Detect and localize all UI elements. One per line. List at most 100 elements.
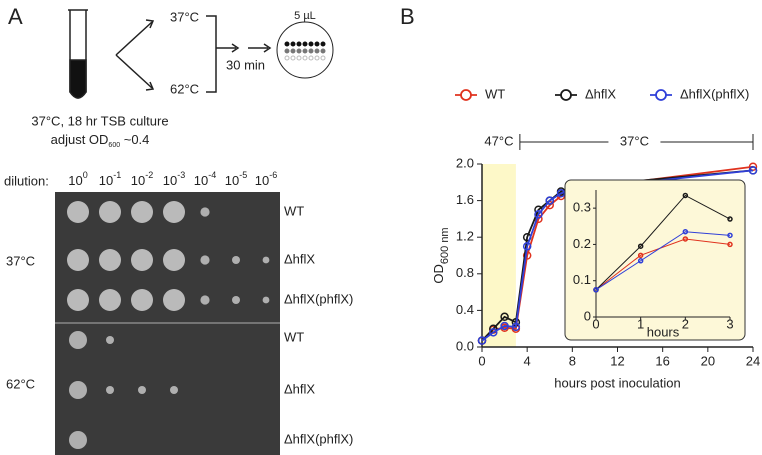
dilution-base: 10: [131, 173, 145, 188]
dilution-tick: 10-1: [99, 170, 121, 188]
legend-marker: [655, 89, 667, 101]
legend-marker: [460, 89, 472, 101]
y-tick-label: 0.8: [456, 265, 474, 280]
colony-spot: [232, 296, 240, 304]
colony-spot: [67, 249, 89, 271]
colony-spot: [69, 381, 87, 399]
od-note-sub: 600: [108, 142, 120, 149]
colonies: [67, 201, 270, 449]
data-point: [637, 258, 644, 264]
data-point: [489, 328, 498, 337]
plate-circle: [276, 21, 334, 79]
colony-spot: [200, 255, 210, 265]
shaded-region: [482, 164, 516, 347]
colony-spot: [69, 331, 87, 349]
dilution-exp: -6: [269, 170, 277, 180]
series-line: [595, 238, 731, 291]
strain-label: ΔhflX: [284, 381, 315, 396]
mini-spot: [290, 41, 296, 47]
mini-spot: [314, 41, 320, 47]
x-tick-label: 16: [655, 353, 669, 368]
annotation-bg: [608, 132, 661, 152]
mini-spot: [290, 55, 296, 61]
strain-label: ΔhflX(phflX): [284, 431, 353, 446]
od-note-part: ~0.4: [120, 132, 149, 147]
x-axis-label: hours: [647, 324, 680, 339]
panel-letter: B: [400, 4, 415, 29]
dilution-base: 10: [68, 173, 82, 188]
x-tick-label: 20: [701, 353, 715, 368]
x-axis-label: hours post inoculation: [554, 375, 680, 390]
dilution-tick: 100: [68, 170, 87, 188]
colony-spot: [262, 256, 270, 264]
arrows: [115, 15, 272, 93]
dilution-tick: 10-5: [225, 170, 247, 188]
dilution-exp: -5: [239, 170, 247, 180]
temperature-label: 62°C: [6, 376, 35, 391]
x-tick-label: 3: [726, 316, 733, 331]
colony-spot: [163, 289, 185, 311]
mini-spot: [284, 55, 290, 61]
data-point: [545, 196, 554, 205]
strain-label: ΔhflX(phflX): [284, 291, 353, 306]
dilution-base: 10: [99, 173, 113, 188]
y-tick-label: 0.0: [456, 338, 474, 353]
culture-note: 37°C, 18 hr TSB culture: [31, 113, 168, 128]
annotation-text: 47°C: [484, 133, 513, 148]
tube: [68, 9, 88, 99]
annotation-text: 37°C: [620, 133, 649, 148]
colony-spot: [67, 201, 89, 223]
data-point: [682, 228, 689, 235]
data-point: [727, 216, 733, 222]
colony-spot: [67, 289, 89, 311]
data-point: [748, 162, 758, 171]
colony-spot: [262, 296, 270, 304]
dilution-exp: -3: [177, 170, 185, 180]
x-tick-label: 24: [746, 353, 760, 368]
y-tick-label: 0.2: [573, 236, 591, 251]
series-line: [595, 194, 731, 291]
temperature-label: 37°C: [6, 253, 35, 268]
legend-label: ΔhflX: [585, 86, 616, 101]
colony-spot: [170, 386, 178, 394]
y-tick-label: 0.1: [573, 272, 591, 287]
mini-spot: [296, 48, 302, 54]
colony-spot: [232, 256, 240, 264]
od-note-part: adjust OD: [51, 132, 109, 147]
strain-label: WT: [284, 329, 304, 344]
colony-spot: [131, 289, 153, 311]
dilution-tick: 10-6: [255, 170, 277, 188]
mini-spot: [308, 55, 314, 61]
x-tick-label: 0: [592, 316, 599, 331]
y-tick-label: 0.3: [573, 200, 591, 215]
y-tick-label: 0: [584, 308, 591, 323]
time-label: 30 min: [226, 57, 265, 72]
dilution-tick: 10-2: [131, 170, 153, 188]
colony-spot: [106, 336, 114, 344]
legend-label: ΔhflX(phflX): [680, 86, 749, 101]
mini-spot: [308, 41, 314, 47]
colony-spot: [99, 249, 121, 271]
mini-spot: [284, 41, 290, 47]
x-tick-label: 12: [610, 353, 624, 368]
mini-spot: [320, 55, 326, 61]
mini-spot: [320, 48, 326, 54]
colony-spot: [106, 386, 114, 394]
mini-spot: [314, 55, 320, 61]
data-point: [727, 241, 733, 248]
dilution-base: 10: [163, 173, 177, 188]
x-tick-label: 4: [524, 353, 531, 368]
y-tick-label: 0.4: [456, 302, 474, 317]
mini-spot: [320, 41, 326, 47]
mini-spot: [308, 48, 314, 54]
data-point: [727, 232, 733, 239]
data-point: [637, 243, 644, 249]
legend-label: WT: [485, 86, 505, 101]
data-point: [637, 252, 644, 259]
colony-spot: [131, 201, 153, 223]
mini-spot: [302, 55, 308, 61]
colony-spot: [131, 249, 153, 271]
colony-spot: [163, 249, 185, 271]
x-tick-label: 8: [569, 353, 576, 368]
